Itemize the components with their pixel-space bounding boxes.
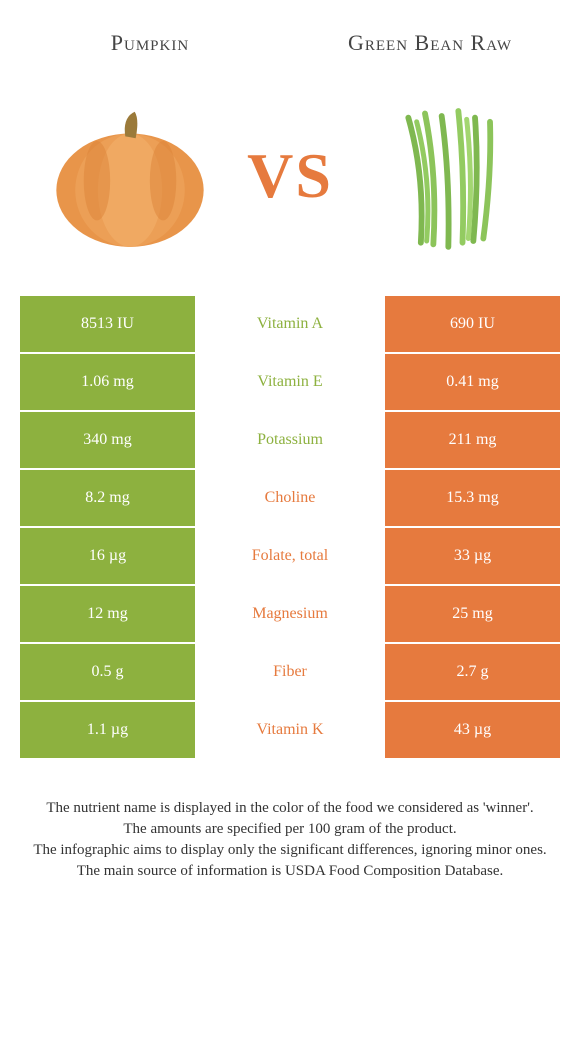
- nutrient-label: Potassium: [195, 412, 385, 468]
- nutrient-label: Magnesium: [195, 586, 385, 642]
- value-left: 0.5 g: [20, 644, 195, 700]
- nutrient-label: Vitamin E: [195, 354, 385, 410]
- value-right: 690 IU: [385, 296, 560, 352]
- table-row: 12 mgMagnesium25 mg: [20, 586, 560, 642]
- table-row: 8.2 mgCholine15.3 mg: [20, 470, 560, 526]
- table-row: 340 mgPotassium211 mg: [20, 412, 560, 468]
- vs-label: VS: [247, 139, 333, 213]
- value-left: 16 µg: [20, 528, 195, 584]
- green-bean-image: [360, 86, 540, 266]
- value-left: 8513 IU: [20, 296, 195, 352]
- table-row: 0.5 gFiber2.7 g: [20, 644, 560, 700]
- footer-notes: The nutrient name is displayed in the co…: [30, 798, 550, 882]
- nutrient-label: Folate, total: [195, 528, 385, 584]
- value-left: 12 mg: [20, 586, 195, 642]
- value-right: 0.41 mg: [385, 354, 560, 410]
- pumpkin-image: [40, 86, 220, 266]
- value-left: 1.06 mg: [20, 354, 195, 410]
- header: Pumpkin Green Bean Raw: [0, 0, 580, 66]
- value-left: 1.1 µg: [20, 702, 195, 758]
- footer-line: The amounts are specified per 100 gram o…: [30, 819, 550, 840]
- footer-line: The main source of information is USDA F…: [30, 861, 550, 882]
- footer-line: The infographic aims to display only the…: [30, 840, 550, 861]
- value-left: 8.2 mg: [20, 470, 195, 526]
- nutrient-label: Vitamin A: [195, 296, 385, 352]
- nutrient-label: Fiber: [195, 644, 385, 700]
- table-row: 16 µgFolate, total33 µg: [20, 528, 560, 584]
- table-row: 1.06 mgVitamin E0.41 mg: [20, 354, 560, 410]
- table-row: 1.1 µgVitamin K43 µg: [20, 702, 560, 758]
- value-right: 2.7 g: [385, 644, 560, 700]
- images-row: VS: [0, 66, 580, 296]
- nutrient-label: Choline: [195, 470, 385, 526]
- value-right: 211 mg: [385, 412, 560, 468]
- food-title-right: Green Bean Raw: [330, 30, 530, 56]
- food-title-left: Pumpkin: [50, 30, 250, 56]
- comparison-table: 8513 IUVitamin A690 IU1.06 mgVitamin E0.…: [20, 296, 560, 758]
- nutrient-label: Vitamin K: [195, 702, 385, 758]
- value-right: 33 µg: [385, 528, 560, 584]
- table-row: 8513 IUVitamin A690 IU: [20, 296, 560, 352]
- value-left: 340 mg: [20, 412, 195, 468]
- footer-line: The nutrient name is displayed in the co…: [30, 798, 550, 819]
- value-right: 15.3 mg: [385, 470, 560, 526]
- value-right: 25 mg: [385, 586, 560, 642]
- value-right: 43 µg: [385, 702, 560, 758]
